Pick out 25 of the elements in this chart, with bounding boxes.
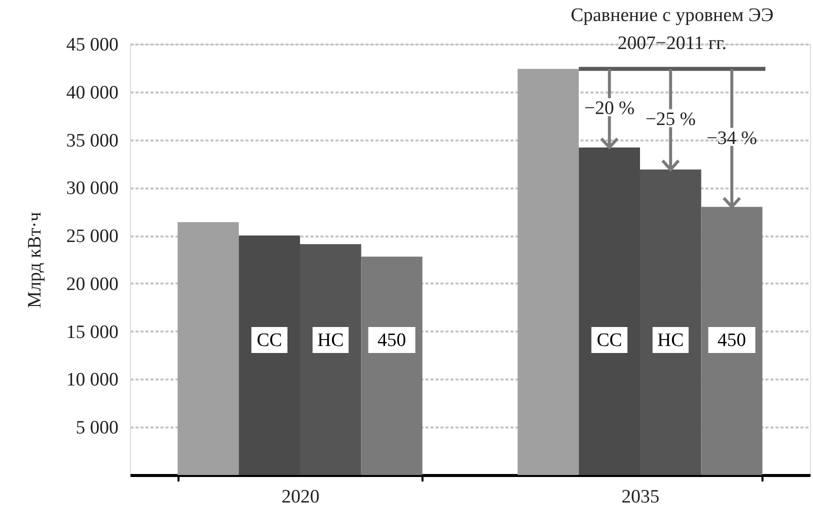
y-tick-label: 20 000 — [66, 274, 118, 295]
annotation: −25 % — [645, 109, 696, 130]
y-axis-title: Млрд кВт·ч — [24, 211, 46, 308]
series-label: 450 — [718, 330, 746, 351]
y-tick-label: 35 000 — [66, 130, 118, 152]
x-tick-label: 2020 — [282, 486, 320, 508]
text: СС — [256, 330, 282, 351]
x-tick-label: 2035 — [622, 486, 660, 508]
y-tick-label: 30 000 — [66, 178, 118, 200]
bar — [518, 68, 579, 475]
bar — [361, 256, 422, 475]
bar — [178, 222, 239, 475]
series-label: СС — [596, 330, 622, 351]
y-tick-label: 25 000 — [66, 226, 118, 248]
series-label: НС — [317, 330, 344, 351]
y-tick-label: 40 000 — [66, 82, 118, 104]
y-tick-label: 10 000 — [66, 370, 118, 391]
text: 450 — [378, 330, 406, 351]
ref-line-label: Сравнение с уровнем ЭЭ 2007−2011 гг. — [570, 4, 774, 54]
annotation: −20 % — [584, 98, 635, 120]
y-tick-label: 45 000 — [66, 34, 118, 56]
text: НС — [657, 330, 684, 351]
annotation: −34 % — [706, 128, 758, 149]
y-tick-label: 5 000 — [76, 418, 118, 439]
y-tick-label: 15 000 — [66, 322, 118, 343]
